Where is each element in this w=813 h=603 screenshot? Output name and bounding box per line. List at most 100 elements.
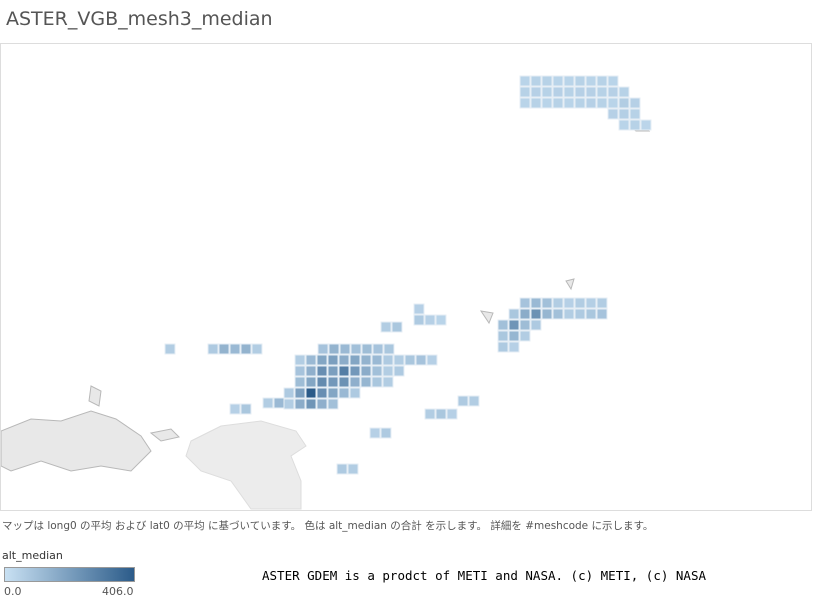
mesh-cell[interactable] bbox=[607, 108, 619, 120]
mesh-cell[interactable] bbox=[596, 97, 608, 109]
mesh-cell[interactable] bbox=[305, 387, 317, 399]
mesh-cell[interactable] bbox=[618, 108, 630, 120]
mesh-cell[interactable] bbox=[305, 376, 317, 388]
mesh-cell[interactable] bbox=[382, 365, 394, 377]
mesh-cell[interactable] bbox=[563, 97, 575, 109]
mesh-cell[interactable] bbox=[435, 408, 447, 420]
mesh-cell[interactable] bbox=[426, 354, 438, 366]
mesh-cell[interactable] bbox=[530, 97, 542, 109]
mesh-cell[interactable] bbox=[349, 376, 361, 388]
mesh-cell[interactable] bbox=[207, 343, 219, 355]
mesh-cell[interactable] bbox=[338, 387, 350, 399]
mesh-cell[interactable] bbox=[229, 343, 241, 355]
mesh-cell[interactable] bbox=[519, 319, 531, 331]
mesh-cell[interactable] bbox=[574, 308, 586, 320]
mesh-cell[interactable] bbox=[563, 75, 575, 87]
mesh-cell[interactable] bbox=[371, 376, 383, 388]
mesh-cell[interactable] bbox=[316, 398, 328, 410]
mesh-cell[interactable] bbox=[563, 86, 575, 98]
mesh-cell[interactable] bbox=[629, 108, 641, 120]
mesh-cell[interactable] bbox=[350, 343, 362, 355]
mesh-cell[interactable] bbox=[596, 297, 608, 309]
mesh-cell[interactable] bbox=[519, 97, 531, 109]
mesh-cell[interactable] bbox=[273, 397, 285, 409]
mesh-cell[interactable] bbox=[393, 354, 405, 366]
mesh-cell[interactable] bbox=[530, 86, 542, 98]
mesh-cell[interactable] bbox=[585, 75, 597, 87]
mesh-cell[interactable] bbox=[530, 297, 542, 309]
mesh-cell[interactable] bbox=[347, 463, 359, 475]
mesh-cell[interactable] bbox=[596, 86, 608, 98]
mesh-cell[interactable] bbox=[382, 376, 394, 388]
mesh-cell[interactable] bbox=[618, 86, 630, 98]
mesh-cell[interactable] bbox=[585, 308, 597, 320]
mesh-cell[interactable] bbox=[530, 319, 542, 331]
mesh-cell[interactable] bbox=[497, 341, 509, 353]
mesh-cell[interactable] bbox=[497, 319, 509, 331]
mesh-cell[interactable] bbox=[327, 365, 339, 377]
mesh-cell[interactable] bbox=[328, 343, 340, 355]
mesh-cell[interactable] bbox=[519, 330, 531, 342]
mesh-cell[interactable] bbox=[283, 398, 295, 410]
mesh-cell[interactable] bbox=[457, 395, 469, 407]
mesh-cell[interactable] bbox=[382, 354, 394, 366]
mesh-cell[interactable] bbox=[339, 343, 351, 355]
mesh-cell[interactable] bbox=[305, 354, 317, 366]
mesh-cell[interactable] bbox=[552, 75, 564, 87]
mesh-cell[interactable] bbox=[327, 376, 339, 388]
mesh-cell[interactable] bbox=[327, 387, 339, 399]
mesh-cell[interactable] bbox=[519, 75, 531, 87]
mesh-cell[interactable] bbox=[585, 297, 597, 309]
mesh-cell[interactable] bbox=[338, 354, 350, 366]
mesh-cell[interactable] bbox=[380, 321, 392, 333]
mesh-cell[interactable] bbox=[294, 387, 306, 399]
mesh-cell[interactable] bbox=[574, 86, 586, 98]
mesh-cell[interactable] bbox=[446, 408, 458, 420]
mesh-cell[interactable] bbox=[424, 408, 436, 420]
mesh-cell[interactable] bbox=[360, 365, 372, 377]
mesh-cell[interactable] bbox=[262, 397, 274, 409]
mesh-cell[interactable] bbox=[380, 427, 392, 439]
mesh-cell[interactable] bbox=[618, 97, 630, 109]
mesh-cell[interactable] bbox=[229, 403, 241, 415]
mesh-cell[interactable] bbox=[497, 330, 509, 342]
mesh-cell[interactable] bbox=[519, 308, 531, 320]
mesh-cell[interactable] bbox=[574, 97, 586, 109]
mesh-cell[interactable] bbox=[435, 314, 447, 326]
mesh-cell[interactable] bbox=[316, 387, 328, 399]
mesh-cell[interactable] bbox=[372, 343, 384, 355]
mesh-cell[interactable] bbox=[607, 75, 619, 87]
mesh-cell[interactable] bbox=[338, 365, 350, 377]
mesh-cell[interactable] bbox=[629, 97, 641, 109]
mesh-cell[interactable] bbox=[574, 75, 586, 87]
mesh-cell[interactable] bbox=[618, 119, 630, 131]
mesh-cell[interactable] bbox=[519, 86, 531, 98]
mesh-cell[interactable] bbox=[369, 427, 381, 439]
mesh-cell[interactable] bbox=[251, 343, 263, 355]
mesh-cell[interactable] bbox=[563, 308, 575, 320]
mesh-cell[interactable] bbox=[585, 86, 597, 98]
mesh-cell[interactable] bbox=[360, 354, 372, 366]
mesh-cell[interactable] bbox=[607, 86, 619, 98]
mesh-cell[interactable] bbox=[294, 365, 306, 377]
mesh-cell[interactable] bbox=[508, 308, 520, 320]
mesh-cell[interactable] bbox=[541, 97, 553, 109]
mesh-cell[interactable] bbox=[552, 297, 564, 309]
mesh-cell[interactable] bbox=[371, 365, 383, 377]
mesh-cell[interactable] bbox=[316, 376, 328, 388]
mesh-cell[interactable] bbox=[541, 297, 553, 309]
mesh-cell[interactable] bbox=[349, 354, 361, 366]
mesh-cell[interactable] bbox=[552, 97, 564, 109]
mesh-cell[interactable] bbox=[371, 354, 383, 366]
mesh-cell[interactable] bbox=[349, 365, 361, 377]
mesh-cell[interactable] bbox=[393, 365, 405, 377]
mesh-cell[interactable] bbox=[164, 343, 176, 355]
mesh-cell[interactable] bbox=[607, 97, 619, 109]
mesh-cell[interactable] bbox=[530, 75, 542, 87]
mesh-cell[interactable] bbox=[585, 97, 597, 109]
mesh-cell[interactable] bbox=[541, 308, 553, 320]
mesh-cell[interactable] bbox=[574, 297, 586, 309]
mesh-cell[interactable] bbox=[383, 343, 395, 355]
mesh-cell[interactable] bbox=[317, 343, 329, 355]
mesh-cell[interactable] bbox=[360, 376, 372, 388]
